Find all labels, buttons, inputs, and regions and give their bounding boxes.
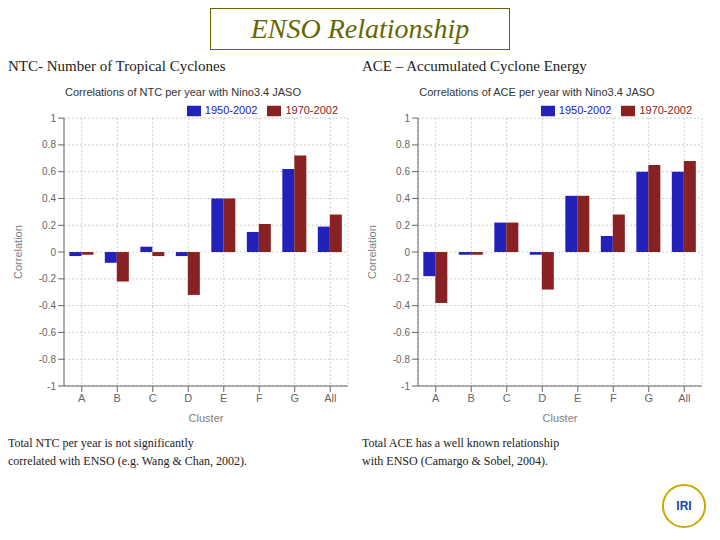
svg-text:G: G bbox=[290, 392, 299, 404]
svg-text:A: A bbox=[432, 392, 440, 404]
html-text:1970-2002: 1970-2002 bbox=[639, 104, 692, 116]
svg-text:-0.4: -0.4 bbox=[393, 300, 411, 311]
svg-text:B: B bbox=[468, 392, 475, 404]
svg-text:-1: -1 bbox=[47, 381, 56, 392]
svg-text:D: D bbox=[184, 392, 192, 404]
svg-text:-0.8: -0.8 bbox=[39, 354, 57, 365]
svg-text:1: 1 bbox=[404, 113, 410, 124]
svg-text:All: All bbox=[324, 392, 336, 404]
svg-text:B: B bbox=[114, 392, 121, 404]
html-text:correlated with ENSO (e.g. Wan: correlated with ENSO (e.g. Wang & Chan, … bbox=[8, 454, 248, 468]
svg-text:Correlation: Correlation bbox=[12, 225, 24, 279]
html-text:ACE – Accumulated Cyclone Ener: ACE – Accumulated Cyclone Energy bbox=[362, 58, 587, 74]
html-text:Total ACE has a well known rel: Total ACE has a well known relationship bbox=[362, 436, 560, 450]
svg-text:-0.6: -0.6 bbox=[39, 327, 57, 338]
svg-text:E: E bbox=[574, 392, 581, 404]
svg-text:-0.4: -0.4 bbox=[39, 300, 57, 311]
svg-text:A: A bbox=[78, 392, 86, 404]
svg-text:-0.8: -0.8 bbox=[393, 354, 411, 365]
svg-text:0.2: 0.2 bbox=[396, 220, 410, 231]
svg-text:0.6: 0.6 bbox=[42, 166, 56, 177]
svg-text:0.4: 0.4 bbox=[396, 193, 410, 204]
svg-text:C: C bbox=[503, 392, 511, 404]
html-text:1950-2002: 1950-2002 bbox=[204, 104, 258, 116]
svg-text:Cluster: Cluster bbox=[189, 412, 224, 424]
svg-text:-0.2: -0.2 bbox=[39, 273, 57, 284]
svg-text:D: D bbox=[538, 392, 546, 404]
svg-text:Cluster: Cluster bbox=[543, 412, 578, 424]
svg-text:C: C bbox=[149, 392, 157, 404]
svg-text:All: All bbox=[678, 392, 690, 404]
html-text:Correlations of ACE per year w: Correlations of ACE per year with Nino3.… bbox=[419, 86, 655, 98]
svg-text:0.2: 0.2 bbox=[42, 220, 56, 231]
svg-text:F: F bbox=[610, 392, 617, 404]
svg-text:0.8: 0.8 bbox=[396, 139, 410, 150]
svg-text:0: 0 bbox=[404, 247, 410, 258]
html-text:Total NTC per year is not sign: Total NTC per year is not significantly bbox=[8, 436, 194, 450]
html-text:IRI: IRI bbox=[676, 499, 692, 513]
svg-text:1: 1 bbox=[50, 113, 56, 124]
svg-text:F: F bbox=[256, 392, 263, 404]
svg-text:Correlation: Correlation bbox=[366, 225, 378, 279]
html-text:ENSO Relationship: ENSO Relationship bbox=[250, 13, 470, 44]
svg-text:-0.2: -0.2 bbox=[393, 273, 411, 284]
html-text:Correlations of NTC per year w: Correlations of NTC per year with Nino3.… bbox=[65, 86, 301, 98]
svg-text:0.8: 0.8 bbox=[42, 139, 56, 150]
svg-text:-1: -1 bbox=[401, 381, 410, 392]
html-text:with ENSO (Camargo & Sobel, 20: with ENSO (Camargo & Sobel, 2004). bbox=[362, 454, 549, 468]
html-text:1950-2002: 1950-2002 bbox=[558, 104, 612, 116]
svg-text:E: E bbox=[220, 392, 227, 404]
svg-text:0.6: 0.6 bbox=[396, 166, 410, 177]
svg-text:0.4: 0.4 bbox=[42, 193, 56, 204]
html-text:1970-2002: 1970-2002 bbox=[285, 104, 338, 116]
svg-text:G: G bbox=[644, 392, 653, 404]
svg-text:0: 0 bbox=[50, 247, 56, 258]
svg-text:-0.6: -0.6 bbox=[393, 327, 411, 338]
html-text:NTC- Number of Tropical Cyclon: NTC- Number of Tropical Cyclones bbox=[8, 58, 226, 74]
